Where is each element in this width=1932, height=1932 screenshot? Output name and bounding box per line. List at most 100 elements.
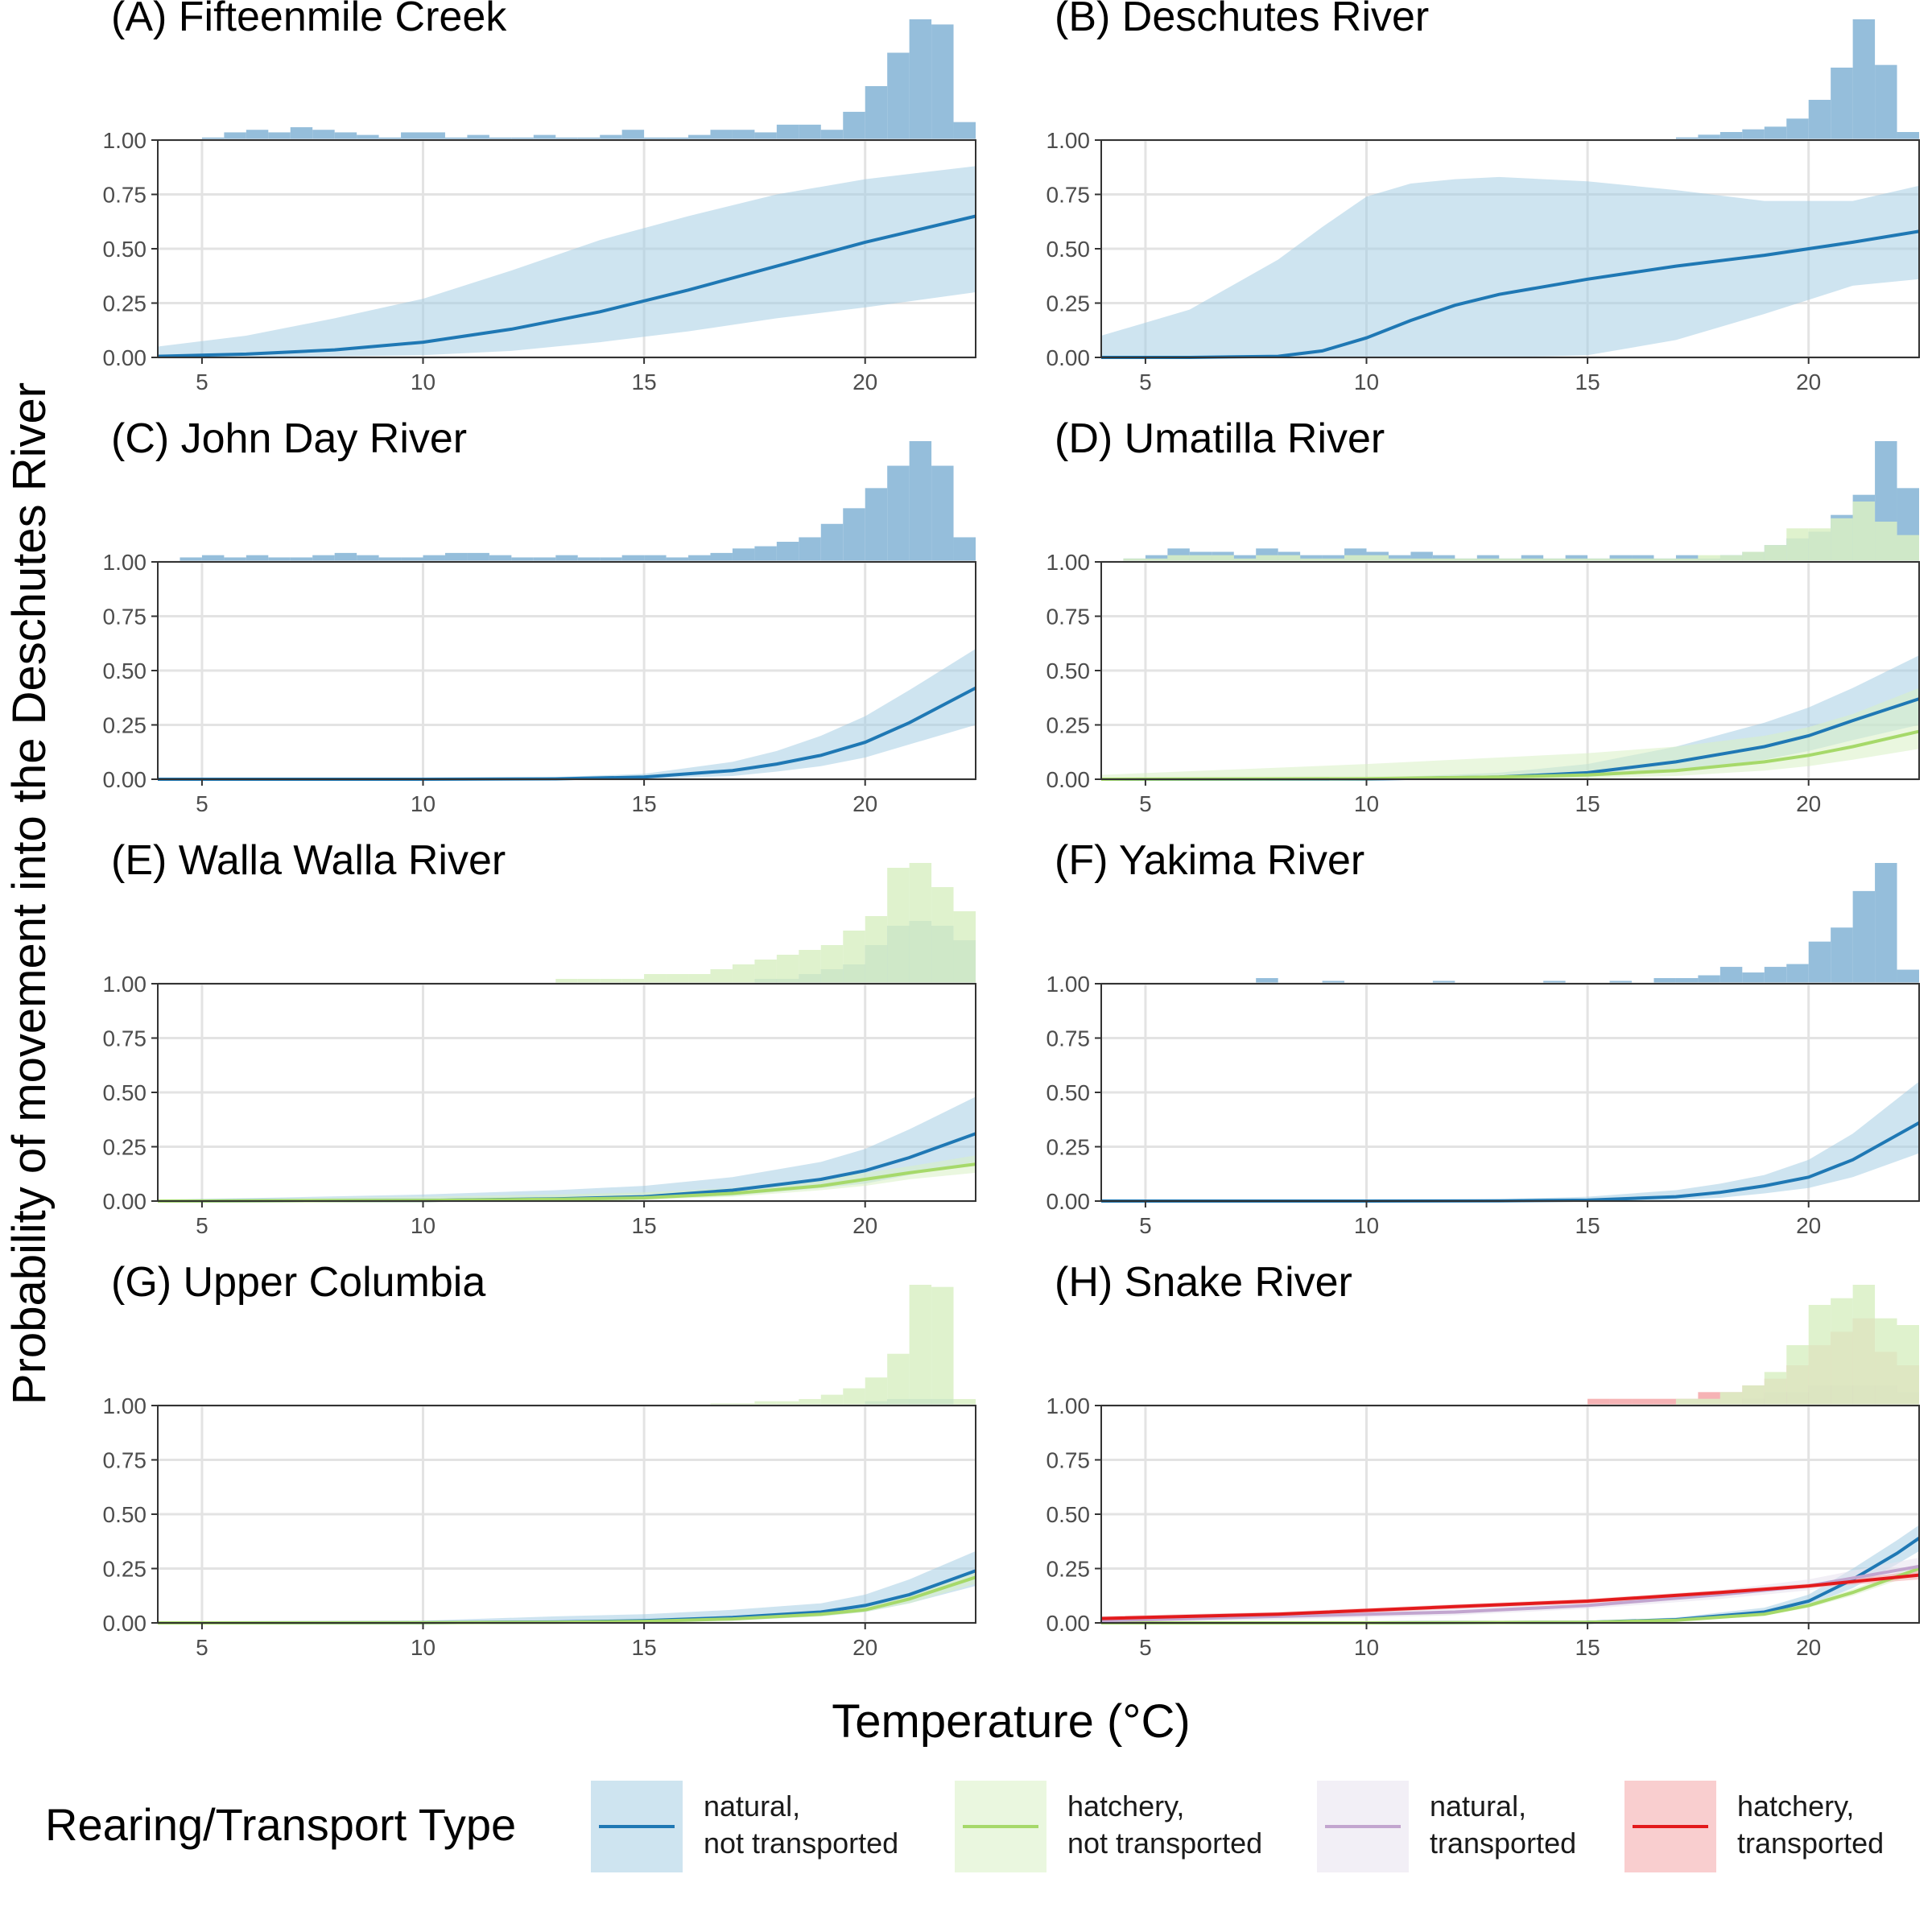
legend-label-line1: hatchery, <box>1067 1790 1184 1823</box>
x-tick-label: 20 <box>1796 369 1821 394</box>
histogram-bar <box>312 130 335 140</box>
histogram <box>1256 863 1919 984</box>
histogram-bar <box>201 137 225 140</box>
histogram-bar <box>600 134 622 140</box>
histogram <box>180 441 976 562</box>
histogram-bar <box>1476 558 1500 562</box>
histogram-bar <box>931 1286 954 1406</box>
x-tick-label: 5 <box>196 1635 208 1660</box>
histogram-bar <box>401 132 423 140</box>
histogram-bar <box>1344 555 1367 562</box>
y-tick-label: 0.75 <box>1046 605 1091 630</box>
histogram-bar <box>799 1398 821 1406</box>
histogram-bar <box>688 974 711 984</box>
histogram-bar <box>1632 558 1654 562</box>
histogram-bar <box>378 137 402 140</box>
histogram-bar <box>820 523 844 562</box>
histogram-bar <box>1808 1305 1831 1406</box>
y-tick-label: 0.50 <box>103 1502 147 1527</box>
x-tick-label: 10 <box>1354 791 1379 816</box>
histogram-bar <box>1565 558 1588 562</box>
x-tick-label: 20 <box>852 1635 877 1660</box>
panel-title: (C) John Day River <box>111 415 467 462</box>
y-tick-label: 0.75 <box>103 605 147 630</box>
panel-e-walla-walla-river: (E) Walla Walla River 0.00 0.25 0.50 0.75 1.0… <box>103 837 976 1238</box>
histogram-bar <box>1875 522 1897 562</box>
histogram-bar <box>776 955 799 984</box>
histogram-bar <box>423 555 445 562</box>
y-tick-label: 0.50 <box>1046 1080 1091 1105</box>
histogram-bar <box>909 863 932 984</box>
histogram-bar <box>843 931 865 984</box>
histogram-bar <box>953 911 976 984</box>
histogram-bar <box>1675 558 1699 562</box>
histogram-bar <box>953 1398 976 1406</box>
histogram-bar <box>1742 129 1765 140</box>
histogram-bar <box>666 974 689 984</box>
histogram-bar <box>1432 980 1455 984</box>
x-tick-label: 5 <box>196 791 208 816</box>
histogram <box>555 863 976 984</box>
x-tick-label: 15 <box>1575 1213 1600 1238</box>
histogram-bar <box>1499 558 1521 562</box>
x-tick-label: 15 <box>1575 369 1600 394</box>
histogram-bar <box>511 557 534 562</box>
histogram-bar <box>555 555 578 562</box>
y-tick-label: 0.00 <box>1046 767 1091 792</box>
histogram-bar <box>577 557 601 562</box>
y-tick-label: 0.50 <box>1046 237 1091 262</box>
x-tick-label: 20 <box>852 369 877 394</box>
histogram <box>201 19 976 140</box>
histogram-bar <box>1410 558 1433 562</box>
histogram <box>1675 19 1919 140</box>
histogram-bar <box>710 969 733 984</box>
legend-label-line2: not transported <box>704 1827 898 1860</box>
series-line-ht <box>1100 1573 1920 1620</box>
histogram-bar <box>1897 535 1919 562</box>
legend-entry-nn: natural, not transported <box>591 1781 898 1872</box>
histogram-bar <box>820 130 844 140</box>
histogram-bar <box>1719 967 1743 984</box>
legend-label-line2: transported <box>1430 1827 1576 1860</box>
x-tick-label: 5 <box>1139 369 1152 394</box>
y-tick-label: 0.75 <box>103 183 147 208</box>
histogram-bar <box>1189 555 1212 562</box>
y-tick-label: 0.75 <box>103 1026 147 1051</box>
panel-title: (E) Walla Walla River <box>111 837 506 884</box>
legend-label-line1: natural, <box>1430 1790 1526 1823</box>
y-tick-label: 0.25 <box>103 1135 147 1160</box>
histogram-bar <box>953 537 976 562</box>
x-tick-label: 20 <box>1796 791 1821 816</box>
series-group <box>1100 655 1920 781</box>
x-tick-label: 10 <box>411 369 436 394</box>
histogram-bar <box>931 24 954 140</box>
histogram-bar <box>224 132 246 140</box>
histogram-bar <box>1543 980 1566 984</box>
histogram-bar <box>1609 980 1633 984</box>
histogram-bar <box>489 555 512 562</box>
y-tick-label: 0.50 <box>103 237 147 262</box>
histogram-bar <box>533 134 556 140</box>
series-line-nn <box>1101 229 1920 359</box>
x-tick-label: 10 <box>1354 1635 1379 1660</box>
x-tick-label: 5 <box>196 369 208 394</box>
histogram-bar <box>1875 863 1897 984</box>
histogram-bar <box>776 124 799 140</box>
histogram-bar <box>1742 972 1765 984</box>
series-line-hn <box>157 1162 976 1203</box>
panel-b-deschutes-river: (B) Deschutes River 0.00 0.25 0.50 0.75 1.00 5… <box>1046 0 1920 394</box>
y-tick-label: 0.25 <box>1046 1557 1091 1582</box>
histogram-bar <box>1123 558 1146 562</box>
legend-entry-hn: hatchery, not transported <box>955 1781 1262 1872</box>
x-tick-label: 10 <box>1354 1213 1379 1238</box>
x-tick-label: 5 <box>196 1213 208 1238</box>
histogram-bar <box>1167 555 1190 562</box>
y-tick-label: 1.00 <box>1046 1393 1091 1418</box>
histogram-bar <box>887 1353 910 1406</box>
histogram-bar <box>688 555 711 562</box>
histogram-bar <box>1653 558 1676 562</box>
histogram-bar <box>1875 64 1897 140</box>
ribbon-nn <box>158 1096 976 1201</box>
histogram-bar <box>1764 967 1787 984</box>
